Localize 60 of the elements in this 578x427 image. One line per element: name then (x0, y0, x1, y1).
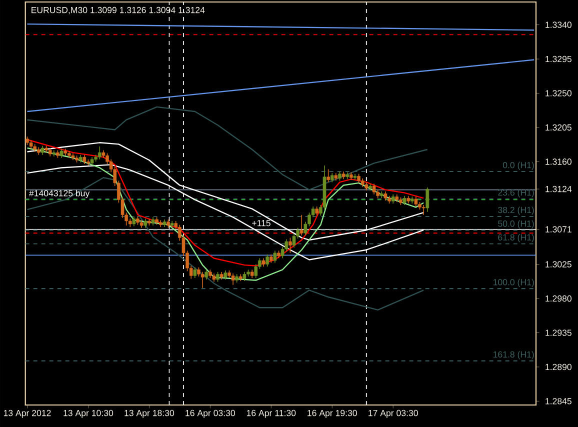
x-tick-label: 16 Apr 11:30 (246, 410, 296, 418)
candlestick (132, 216, 136, 227)
ref-line-label: 100.0 (H1) (493, 278, 534, 288)
candlestick (422, 204, 426, 216)
candlestick (216, 272, 220, 282)
chart-title: EURUSD,M30 1.3099 1.3126 1.3094 1.3124 (32, 6, 205, 14)
y-tick-label: 1.2935 (546, 330, 572, 336)
candlestick (326, 168, 330, 183)
candlestick (231, 273, 235, 286)
candlestick (315, 206, 319, 216)
ref-line-label: 0.0 (H1) (502, 162, 534, 170)
candlestick (144, 218, 148, 228)
y-tick-label: 1.3124 (546, 186, 572, 192)
y-tick-label: 1.3160 (546, 158, 572, 165)
candlestick (273, 250, 277, 264)
candlestick (414, 196, 418, 207)
candlestick (242, 272, 246, 282)
annotation: +115 (252, 220, 270, 226)
y-tick-label: 1.3250 (546, 90, 572, 96)
candlestick (402, 195, 406, 206)
candlestick (384, 190, 388, 201)
y-tick-label: 1.3340 (546, 22, 572, 28)
candlestick (338, 171, 342, 182)
y-tick-label: 1.2890 (546, 364, 572, 370)
y-tick-label: 1.3205 (546, 124, 572, 131)
line-series (26, 147, 424, 281)
x-tick-label: 13 Apr 2012 (4, 410, 51, 418)
x-tick-label: 16 Apr 19:30 (308, 410, 357, 418)
ref-line-label: 61.8 (H1) (498, 234, 534, 242)
annotation: #14043125 buy (29, 190, 90, 198)
ref-line-label: 23.6 (H1) (498, 189, 534, 198)
y-tick-label: 1.2980 (546, 295, 572, 302)
ref-line-label: 38.2 (H1) (498, 206, 534, 215)
y-tick-label: 1.3295 (546, 56, 572, 62)
candlestick (372, 183, 376, 195)
ref-line-label: 50.0 (H1) (498, 220, 534, 228)
candlestick (288, 237, 292, 254)
candlestick (60, 148, 64, 158)
x-tick-label: 13 Apr 18:30 (124, 410, 174, 418)
ref-line-label: 161.8 (H1) (493, 351, 534, 360)
candlestick (204, 269, 208, 280)
candlestick (357, 173, 360, 184)
candlestick (426, 187, 430, 212)
candlestick (200, 272, 204, 288)
y-tick-label: 1.2845 (546, 398, 572, 404)
candlestick (391, 194, 395, 204)
line-series (26, 106, 428, 190)
x-tick-label: 13 Apr 10:30 (64, 410, 114, 418)
y-tick-label: 1.3025 (546, 261, 572, 268)
y-tick-label: 1.3071 (546, 226, 572, 232)
candlestick (266, 254, 269, 267)
candlestick (224, 270, 228, 280)
candlestick (193, 266, 197, 278)
x-tick-label: 17 Apr 03:30 (368, 410, 418, 418)
candlestick (98, 146, 102, 160)
candlestick (40, 145, 44, 156)
candlestick (300, 214, 304, 236)
candlestick (82, 154, 86, 164)
candlestick (330, 172, 334, 183)
x-tick-label: 16 Apr 03:30 (186, 410, 236, 418)
